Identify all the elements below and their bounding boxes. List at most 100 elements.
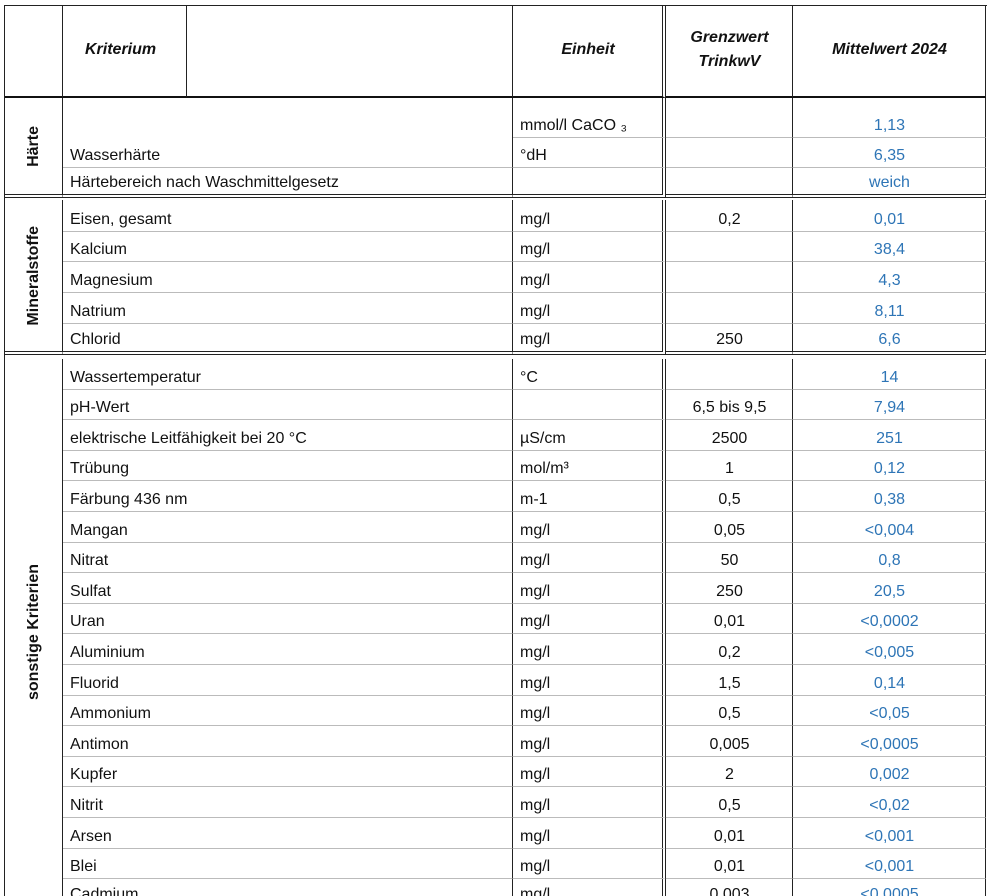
grenzwert: 0,003 xyxy=(666,879,793,896)
kriterium-text: Natrium xyxy=(70,303,127,320)
mittelwert: <0,001 xyxy=(793,848,986,880)
kriterium: Mangan xyxy=(63,512,513,543)
mittelwert: <0,004 xyxy=(793,512,986,543)
group-label: Härte xyxy=(5,98,63,198)
group-label: sonstige Kriterien xyxy=(5,359,63,896)
einheit-text: mg/l xyxy=(520,858,551,876)
header-einheit-text: Einheit xyxy=(561,40,615,58)
mittelwert: 38,4 xyxy=(793,232,986,262)
grenzwert: 0,5 xyxy=(666,481,793,512)
grenzwert xyxy=(666,232,793,262)
mittelwert-text: 0,14 xyxy=(873,674,906,692)
grenzwert: 2 xyxy=(666,756,793,788)
mittelwert: 0,01 xyxy=(793,200,986,232)
einheit-text: mg/l xyxy=(520,521,551,539)
kriterium: Ammonium xyxy=(63,695,513,727)
einheit: mg/l xyxy=(513,512,666,543)
mittelwert-text: 6,6 xyxy=(878,331,901,348)
header-kriterium: Kriterium xyxy=(63,5,187,98)
mittelwert: 0,14 xyxy=(793,665,986,696)
grenzwert: 2500 xyxy=(666,420,793,451)
mittelwert: weich xyxy=(793,168,986,198)
grenzwert-text: 0,5 xyxy=(718,490,741,508)
mittelwert: 251 xyxy=(793,420,986,451)
kriterium-text: Magnesium xyxy=(70,272,153,289)
grenzwert: 0,01 xyxy=(666,848,793,880)
kriterium-text: Cadmium xyxy=(70,885,139,896)
kriterium: Fluorid xyxy=(63,665,513,696)
einheit: mg/l xyxy=(513,634,666,665)
mittelwert: <0,02 xyxy=(793,787,986,818)
einheit-text: mg/l xyxy=(520,796,551,814)
einheit xyxy=(513,389,666,421)
mittelwert: 7,94 xyxy=(793,389,986,421)
einheit: m-1 xyxy=(513,481,666,512)
kriterium: Wasserhärte xyxy=(63,98,513,168)
mittelwert: <0,001 xyxy=(793,818,986,849)
kriterium: Kalcium xyxy=(63,232,513,262)
mittelwert-text: 8,11 xyxy=(874,303,905,320)
grenzwert: 0,005 xyxy=(666,726,793,757)
mittelwert-text: <0,05 xyxy=(869,705,910,723)
mittelwert-text: 38,4 xyxy=(873,241,906,258)
grenzwert: 50 xyxy=(666,542,793,574)
grenzwert: 1 xyxy=(666,450,793,482)
einheit: mg/l xyxy=(513,787,666,818)
mittelwert: 14 xyxy=(793,359,986,390)
grenzwert-text: 50 xyxy=(720,552,739,570)
grenzwert-text: 0,2 xyxy=(718,643,741,661)
grenzwert-text: 0,5 xyxy=(718,796,741,814)
einheit-text: mg/l xyxy=(520,674,551,692)
header-mittelwert-text: Mittelwert 2024 xyxy=(832,40,947,58)
grenzwert xyxy=(666,98,793,138)
grenzwert-text: 6,5 bis 9,5 xyxy=(692,399,767,417)
header-blank xyxy=(187,5,513,98)
kriterium-text: Arsen xyxy=(70,827,112,845)
kriterium-text: Antimon xyxy=(70,735,129,753)
grenzwert-text: 0,05 xyxy=(713,521,746,539)
einheit-text: °dH xyxy=(520,147,547,164)
einheit-text: mg/l xyxy=(520,211,551,228)
grenzwert-text: 1 xyxy=(725,460,734,478)
mittelwert-text: <0,0005 xyxy=(860,735,919,753)
grenzwert-text: 0,01 xyxy=(713,827,746,845)
einheit-text: mg/l xyxy=(520,705,551,723)
mittelwert-text: 0,38 xyxy=(873,490,906,508)
header-grenzwert-text: Grenzwert TrinkwV xyxy=(690,29,769,70)
einheit: µS/cm xyxy=(513,420,666,451)
grenzwert xyxy=(666,359,793,390)
einheit: mg/l xyxy=(513,665,666,696)
mittelwert: 0,12 xyxy=(793,450,986,482)
header-grenzwert: Grenzwert TrinkwV xyxy=(666,5,793,98)
kriterium-text: Aluminium xyxy=(70,643,145,661)
kriterium: Nitrit xyxy=(63,787,513,818)
grenzwert-text: 0,003 xyxy=(709,885,750,896)
grenzwert-text: 0,01 xyxy=(713,858,746,876)
kriterium-text: elektrische Leitfähigkeit bei 20 °C xyxy=(70,429,307,447)
group-label-text: sonstige Kriterien xyxy=(24,564,42,701)
mittelwert: 0,8 xyxy=(793,542,986,574)
kriterium: Natrium xyxy=(63,293,513,324)
mittelwert: 6,35 xyxy=(793,138,986,168)
mittelwert-text: <0,005 xyxy=(864,643,915,661)
kriterium: Aluminium xyxy=(63,634,513,665)
header-kriterium-text: Kriterium xyxy=(85,40,157,58)
grenzwert-text: 0,01 xyxy=(713,613,746,631)
kriterium: Uran xyxy=(63,603,513,635)
kriterium-text: Härtebereich nach Waschmittelgesetz xyxy=(70,174,339,191)
einheit: mg/l xyxy=(513,603,666,635)
einheit: mol/m³ xyxy=(513,450,666,482)
einheit: mg/l xyxy=(513,324,666,355)
kriterium: Kupfer xyxy=(63,756,513,788)
kriterium-text: Blei xyxy=(70,858,97,876)
grenzwert: 6,5 bis 9,5 xyxy=(666,389,793,421)
mittelwert-text: 0,002 xyxy=(869,766,910,784)
kriterium-text: Wassertemperatur xyxy=(70,368,201,386)
kriterium-text: Trübung xyxy=(70,460,129,478)
mittelwert-text: <0,001 xyxy=(864,827,915,845)
kriterium: pH-Wert xyxy=(63,389,513,421)
kriterium-text: Uran xyxy=(70,613,105,631)
header-mittelwert: Mittelwert 2024 xyxy=(793,5,986,98)
group-label-text: Mineralstoffe xyxy=(24,225,42,326)
mittelwert: 6,6 xyxy=(793,324,986,355)
